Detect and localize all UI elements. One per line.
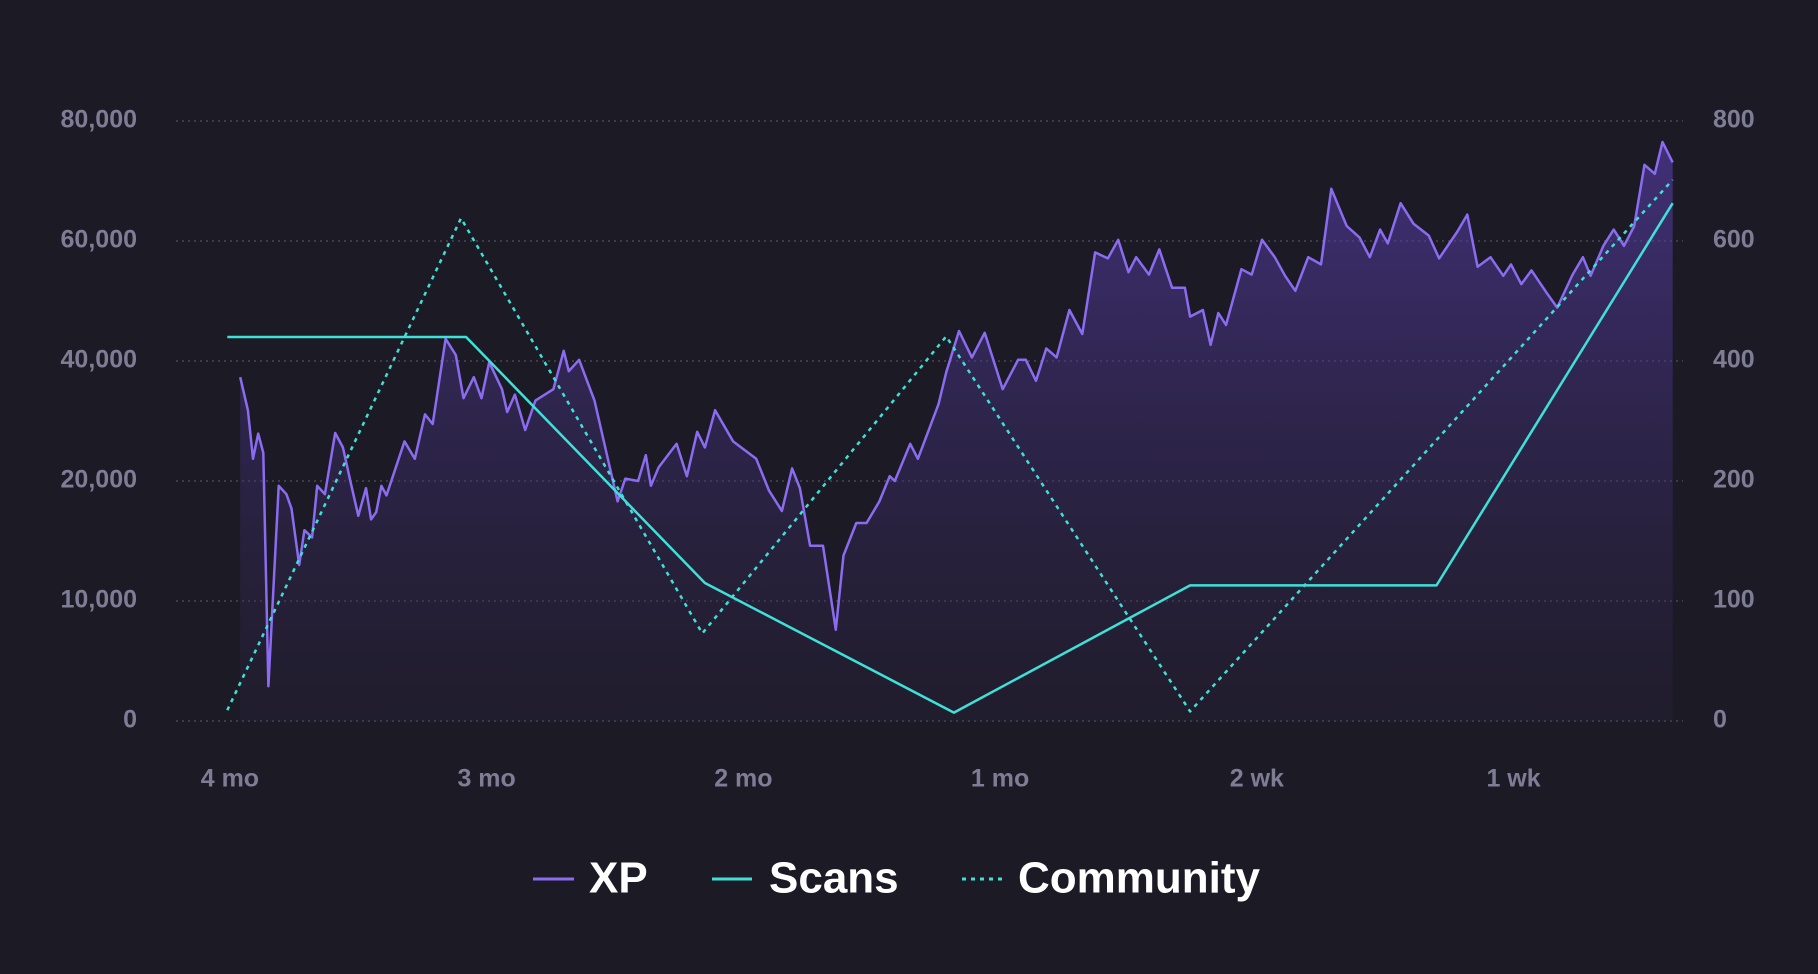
x-tick-label: 2 mo — [714, 765, 772, 793]
y-tick-label: 40,000 — [61, 346, 137, 374]
y-tick-label: 20,000 — [61, 466, 137, 494]
x-tick-label: 3 mo — [457, 765, 515, 793]
x-tick-label: 2 wk — [1230, 765, 1284, 793]
x-tick-label: 1 wk — [1486, 765, 1540, 793]
y2-tick-label: 0 — [1713, 706, 1727, 734]
y2-tick-label: 200 — [1713, 466, 1755, 494]
y2-tick-label: 800 — [1713, 106, 1755, 134]
series-line — [226, 178, 1674, 713]
area — [240, 142, 1673, 721]
legend-label: Scans — [769, 854, 899, 903]
y2-tick-label: 600 — [1713, 226, 1755, 254]
y2-tick-label: 100 — [1713, 586, 1755, 614]
legend-label: Community — [1018, 854, 1261, 903]
series-line — [238, 140, 1674, 688]
y2-tick-label: 400 — [1713, 346, 1755, 374]
x-tick-label: 4 mo — [201, 765, 259, 793]
series-line — [227, 202, 1674, 714]
y-tick-label: 10,000 — [61, 586, 137, 614]
y-tick-label: 80,000 — [61, 106, 137, 134]
y-tick-label: 60,000 — [61, 226, 137, 254]
legend-label: XP — [589, 854, 648, 903]
y-tick-label: 0 — [123, 706, 137, 734]
x-tick-label: 1 mo — [971, 765, 1029, 793]
